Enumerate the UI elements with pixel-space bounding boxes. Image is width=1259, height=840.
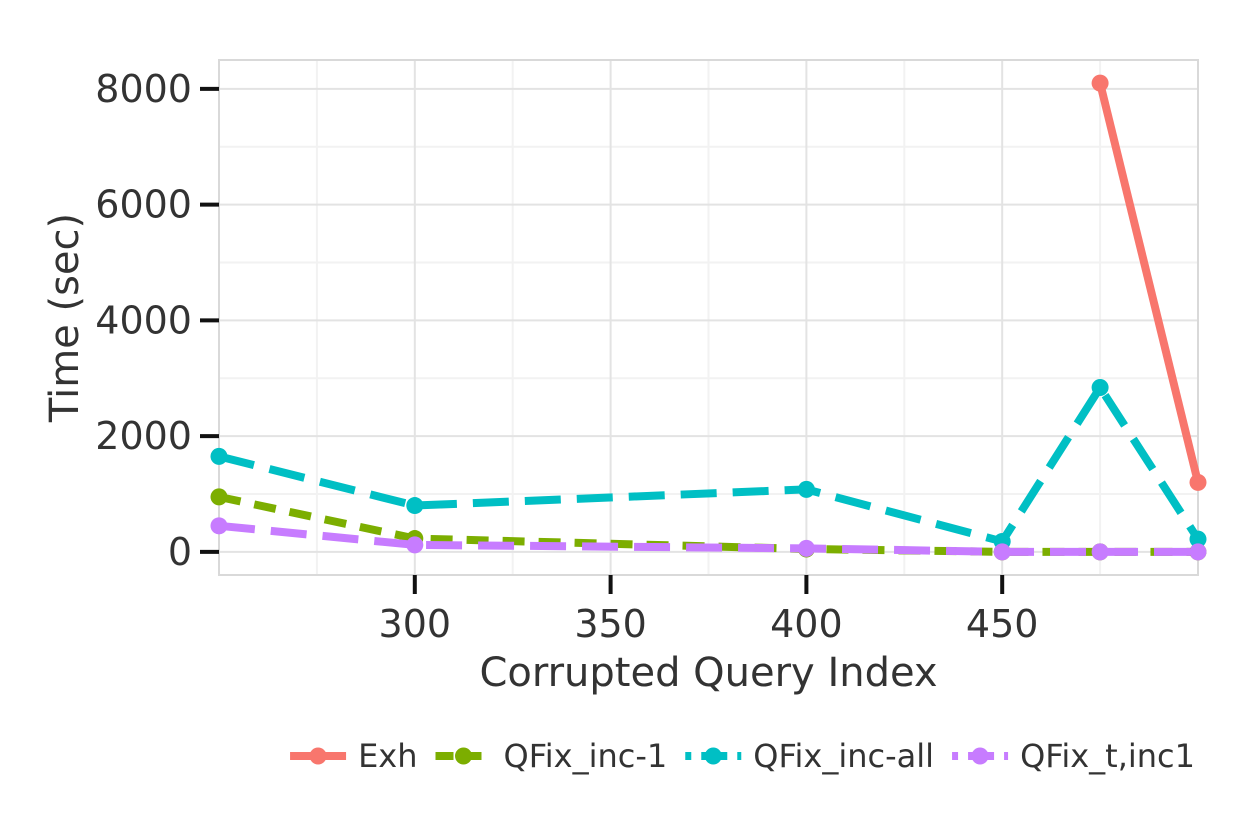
- plot-panel-border: [218, 59, 1199, 576]
- series-point: [993, 543, 1011, 561]
- series-point: [406, 536, 424, 554]
- y-tick-label: 0: [168, 530, 192, 574]
- legend-key-point: [455, 747, 472, 765]
- y-tick-label: 6000: [95, 183, 192, 227]
- series-0: [1091, 74, 1207, 491]
- series-3: [210, 517, 1207, 561]
- series-layer: [210, 74, 1207, 561]
- x-axis-title: Corrupted Query Index: [479, 650, 937, 696]
- series-line: [218, 383, 1202, 546]
- series-point: [1091, 379, 1109, 397]
- x-tick-label: 300: [379, 602, 452, 646]
- y-tick-label: 4000: [95, 298, 192, 342]
- minor-gridlines: [219, 60, 1198, 575]
- legend-label: Exh: [358, 737, 417, 775]
- legend-label: QFix_inc-all: [753, 737, 934, 775]
- legend-item: QFix_inc-all: [685, 737, 934, 775]
- series-line: [1096, 82, 1202, 484]
- legend-label: QFix_inc-1: [504, 737, 668, 775]
- series-point: [1189, 473, 1207, 491]
- x-tick-label: 450: [966, 602, 1039, 646]
- tick-labels: 300 350 400 450 0 2000 4000 6000 8000: [95, 67, 1038, 646]
- series-point: [1189, 530, 1207, 548]
- series-point: [210, 517, 228, 535]
- y-tick-label: 8000: [95, 67, 192, 111]
- series-point: [210, 488, 228, 506]
- y-tick-label: 2000: [95, 414, 192, 458]
- series-point: [210, 447, 228, 465]
- series-line: [218, 521, 1198, 556]
- axis-ticks: [200, 86, 1005, 594]
- legend-key-point: [971, 747, 989, 765]
- x-tick-label: 350: [574, 602, 647, 646]
- legend-key-point: [704, 747, 722, 765]
- series-point: [797, 480, 815, 498]
- legend-item: QFix_inc-1: [435, 737, 668, 775]
- series-point: [1091, 74, 1109, 92]
- major-gridlines: [219, 60, 1198, 575]
- legend-key-point: [309, 747, 327, 765]
- series-point: [1091, 543, 1109, 561]
- legend-label: QFix_t,inc1: [1020, 737, 1195, 775]
- x-tick-label: 400: [770, 602, 843, 646]
- series-point: [1189, 543, 1207, 561]
- legend-item: Exh: [290, 737, 418, 775]
- legend: Exh QFix_inc-1 QFix_inc-all QFix_t,inc1: [290, 737, 1195, 775]
- series-point: [797, 539, 815, 557]
- series-point: [406, 497, 424, 515]
- legend-item: QFix_t,inc1: [952, 737, 1195, 775]
- y-axis-title: Time (sec): [42, 213, 88, 423]
